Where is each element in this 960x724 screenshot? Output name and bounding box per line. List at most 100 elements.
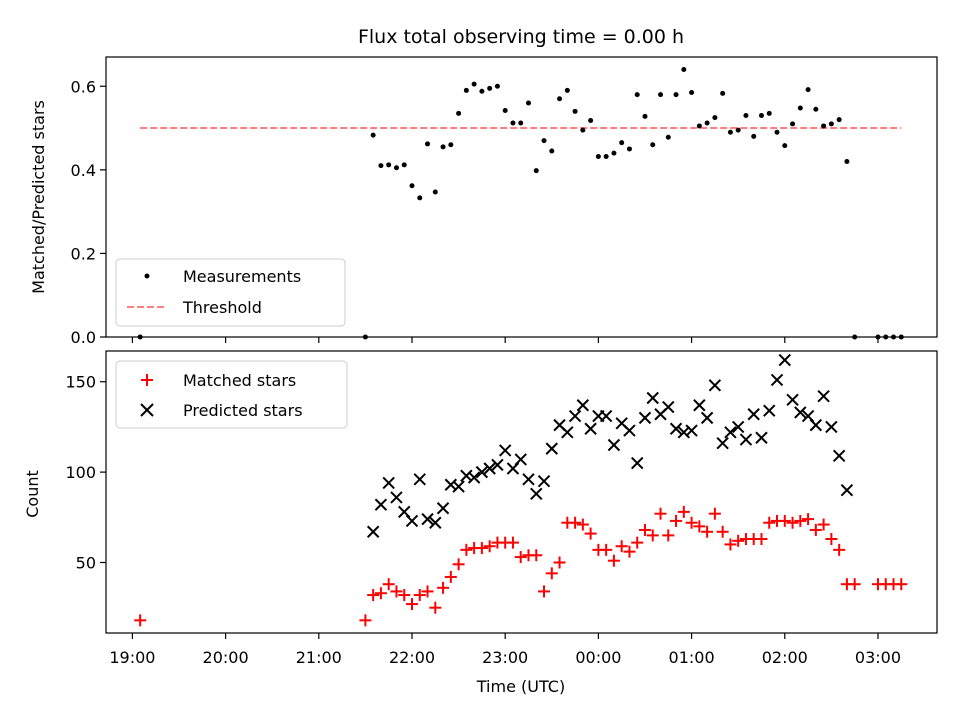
measurement-point	[658, 92, 664, 98]
measurement-point	[805, 87, 811, 93]
predicted-point	[498, 444, 512, 457]
predicted-point	[825, 420, 838, 434]
matched-point	[576, 518, 589, 531]
predicted-point	[832, 449, 846, 463]
matched-point	[732, 534, 745, 547]
measurement-point	[642, 113, 648, 119]
legend-marker-measurements	[144, 273, 150, 279]
x-tick-label: 20:00	[203, 648, 249, 667]
matched-point	[429, 601, 442, 614]
predicted-point	[561, 426, 574, 439]
matched-point	[778, 514, 791, 527]
bottom-y-tick-label: 100	[65, 463, 96, 482]
matched-point	[701, 525, 714, 538]
predicted-point	[429, 516, 442, 529]
matched-point	[367, 589, 380, 602]
matched-point	[825, 533, 838, 545]
top-y-tick-label: 0.0	[71, 328, 96, 347]
bottom-y-axis-label: Count	[23, 470, 42, 518]
predicted-point	[491, 458, 504, 472]
x-tick-label: 19:00	[109, 648, 155, 667]
measurement-point	[432, 189, 438, 195]
predicted-point	[731, 420, 745, 434]
matched-point	[724, 538, 737, 551]
measurement-point	[681, 67, 687, 73]
matched-point	[716, 525, 729, 538]
measurement-point	[425, 141, 431, 147]
measurement-point	[650, 142, 656, 148]
measurement-point	[448, 142, 454, 148]
predicted-point	[794, 406, 807, 419]
measurement-point	[370, 132, 376, 138]
matched-point	[615, 540, 628, 553]
measurement-point	[557, 96, 563, 102]
matched-point	[444, 570, 457, 583]
measurement-point	[673, 92, 679, 98]
matched-point	[802, 513, 815, 526]
x-tick-label: 22:00	[389, 648, 435, 667]
matched-point	[755, 533, 768, 545]
measurement-point	[502, 107, 508, 113]
predicted-point	[452, 480, 465, 493]
top-y-tick-label: 0.4	[71, 161, 96, 180]
predicted-point	[809, 418, 823, 432]
measurement-point	[836, 117, 842, 123]
measurement-point	[735, 127, 741, 133]
measurement-point	[456, 110, 462, 116]
measurement-point	[378, 163, 384, 169]
measurement-point	[471, 81, 477, 87]
matched-point	[413, 589, 426, 602]
predicted-point	[638, 411, 652, 425]
matched-point	[693, 520, 706, 533]
measurement-point	[479, 88, 485, 94]
bottom-legend: Matched stars Predicted stars	[115, 360, 348, 429]
predicted-point	[724, 426, 737, 439]
predicted-point	[817, 389, 830, 403]
predicted-point	[631, 456, 644, 470]
matched-point	[538, 585, 551, 598]
measurement-point	[393, 165, 399, 171]
matched-point	[475, 542, 488, 555]
matched-point	[708, 507, 721, 520]
measurement-point	[401, 162, 407, 168]
predicted-point	[530, 487, 543, 501]
predicted-point	[390, 491, 403, 504]
measurement-point	[844, 158, 850, 164]
matched-point	[833, 543, 846, 556]
measurement-point	[797, 105, 803, 111]
measurement-point	[626, 146, 632, 152]
matched-point	[817, 518, 830, 531]
matched-point	[685, 516, 698, 529]
measurement-point	[494, 83, 500, 89]
matched-point	[794, 514, 807, 527]
measurement-point	[572, 108, 578, 114]
matched-point	[460, 543, 473, 556]
matched-point	[662, 529, 675, 542]
predicted-point	[646, 391, 659, 405]
predicted-point	[366, 525, 380, 538]
matched-point	[553, 556, 566, 569]
measurement-point	[487, 85, 493, 91]
predicted-point	[467, 471, 481, 484]
measurement-point	[549, 148, 555, 154]
measurement-point	[720, 90, 726, 96]
measurement-point	[743, 113, 749, 119]
x-tick-label: 00:00	[575, 648, 621, 667]
measurement-point	[619, 140, 625, 146]
predicted-point	[514, 453, 527, 466]
matched-point	[390, 585, 403, 598]
matched-point	[848, 578, 861, 591]
matched-point	[631, 536, 644, 549]
matched-point	[506, 536, 519, 549]
top-axes-frame	[105, 56, 938, 338]
bottom-series-group	[134, 353, 908, 627]
top-y-tick-label: 0.2	[71, 244, 96, 263]
predicted-point	[421, 512, 434, 526]
bottom-legend-box	[115, 360, 348, 429]
top-y-tick-label: 0.6	[71, 77, 96, 96]
measurement-point	[525, 100, 531, 106]
legend-label-measurements: Measurements	[183, 267, 301, 286]
chart-title: Flux total observing time = 0.00 h	[358, 26, 684, 48]
